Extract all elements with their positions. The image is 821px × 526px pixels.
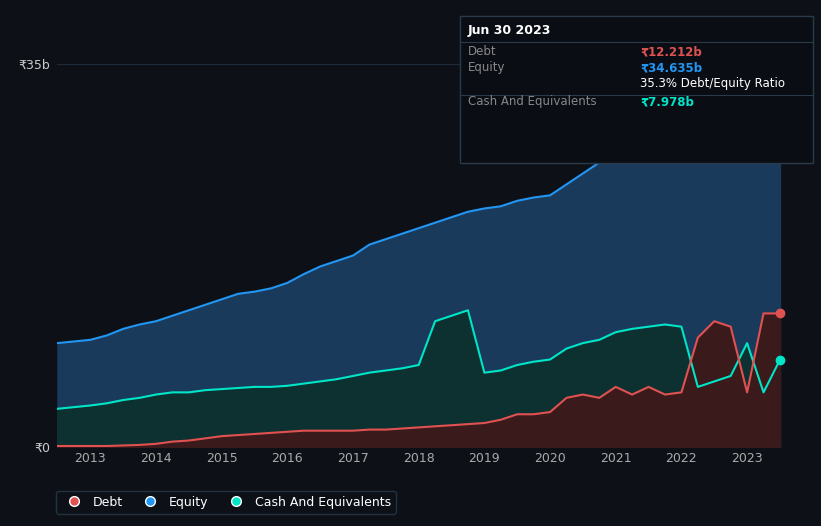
Text: ₹12.212b: ₹12.212b bbox=[640, 45, 702, 58]
Text: Equity: Equity bbox=[468, 61, 506, 74]
Text: ₹34.635b: ₹34.635b bbox=[640, 61, 703, 74]
Text: ₹7.978b: ₹7.978b bbox=[640, 95, 695, 108]
Text: Debt: Debt bbox=[468, 45, 497, 58]
Text: Cash And Equivalents: Cash And Equivalents bbox=[468, 95, 597, 108]
Legend: Debt, Equity, Cash And Equivalents: Debt, Equity, Cash And Equivalents bbox=[57, 491, 396, 514]
Text: Jun 30 2023: Jun 30 2023 bbox=[468, 24, 552, 37]
Text: 35.3% Debt/Equity Ratio: 35.3% Debt/Equity Ratio bbox=[640, 77, 786, 90]
